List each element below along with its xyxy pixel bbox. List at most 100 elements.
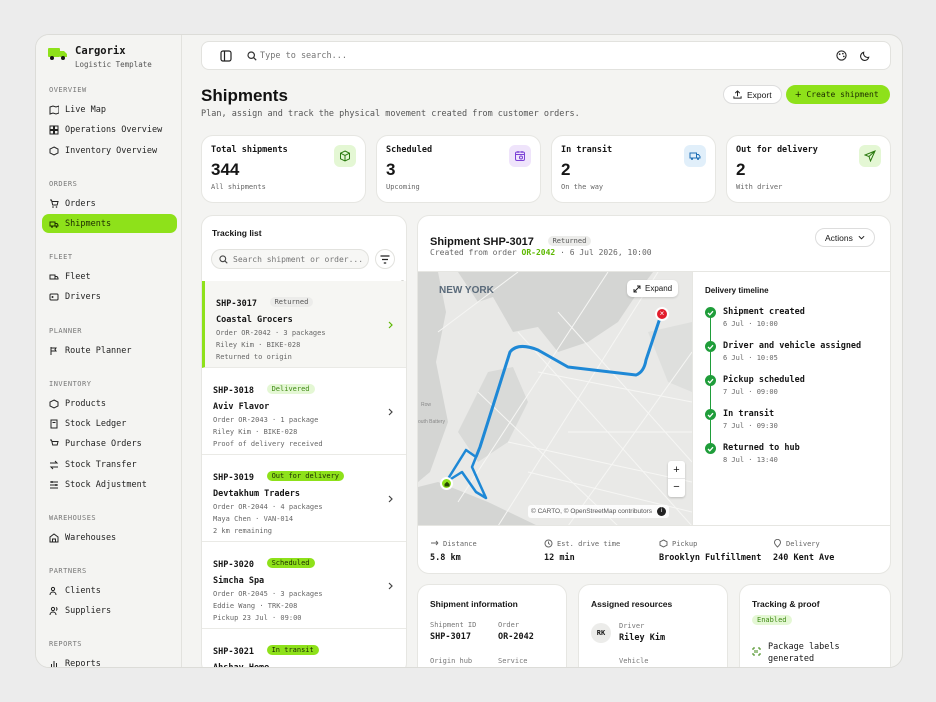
warehouses-icon <box>49 532 59 542</box>
timeline-step-time: 6 Jul · 10:00 <box>723 320 778 328</box>
driver-line: Eddie Wang · TRK-208 <box>213 602 298 610</box>
sidebar-item-inventory-overview[interactable]: Inventory Overview <box>42 141 177 160</box>
sidebar-item-fleet[interactable]: Fleet <box>42 267 177 286</box>
destination-marker-icon[interactable]: × <box>655 307 669 321</box>
metric-label: Est. drive time <box>557 539 621 548</box>
tracking-search-input[interactable] <box>233 253 367 265</box>
sidebar-item-label: Stock Adjustment <box>65 479 147 490</box>
sidebar-item-route-planner[interactable]: Route Planner <box>42 341 177 360</box>
expand-icon <box>633 285 641 292</box>
timeline-step-time: 8 Jul · 13:40 <box>723 456 778 464</box>
stat-card-out-for-delivery[interactable]: Out for delivery 2 With driver <box>726 135 891 203</box>
sidebar-item-stock-adjustment[interactable]: Stock Adjustment <box>42 475 177 494</box>
sidebar-item-live-map[interactable]: Live Map <box>42 100 177 119</box>
reports-icon <box>50 660 58 667</box>
sidebar-item-orders[interactable]: Orders <box>42 194 177 213</box>
sidebar-toggle-icon[interactable] <box>220 50 232 62</box>
theme-toggle-icon[interactable] <box>860 50 871 61</box>
route-map[interactable]: NEW YORK Row outh Battery Expand × + − ©… <box>418 271 692 525</box>
info-title: Shipment information <box>430 599 518 609</box>
sidebar-item-label: Shipments <box>65 218 112 229</box>
stat-label: Scheduled <box>386 145 433 155</box>
tracking-item[interactable]: SHP-3019 Out for delivery Devtakhum Trade… <box>202 455 406 542</box>
detail-status-badge: Returned <box>547 235 592 246</box>
zoom-out-button[interactable]: − <box>673 481 680 493</box>
timeline-title: Delivery timeline <box>705 286 769 295</box>
sidebar-item-label: Inventory Overview <box>65 145 158 156</box>
client-name: Simcha Spa <box>213 576 265 586</box>
nav-section-orders: ORDERS <box>49 180 78 188</box>
client-name: Aviv Flavor <box>213 402 270 412</box>
status-badge: Delivered <box>266 383 315 394</box>
metric-drive-time: Est. drive time 12 min <box>544 539 620 563</box>
proof-title: Tracking & proof <box>752 599 820 609</box>
map-expand-button[interactable]: Expand <box>627 280 679 297</box>
shipment-id-field: Shipment ID SHP-3017 <box>430 621 476 642</box>
metrics-row: Distance 5.8 km Est. drive time 12 min Picku… <box>418 525 890 573</box>
order-link[interactable]: OR-2042 <box>521 248 556 257</box>
shipment-id-value: SHP-3017 <box>430 632 471 642</box>
chevron-right-icon <box>388 582 393 590</box>
sidebar-item-label: Orders <box>65 198 96 209</box>
stat-label: Total shipments <box>211 145 288 155</box>
live-map-icon <box>49 104 59 115</box>
sidebar-item-label: Products <box>65 398 106 409</box>
products-icon <box>49 398 59 409</box>
vehicle-label: Vehicle <box>619 657 649 665</box>
sidebar-item-purchase-orders[interactable]: Purchase Orders <box>42 434 177 453</box>
sidebar-item-operations-overview[interactable]: Operations Overview <box>42 120 177 139</box>
origin-home-marker-icon[interactable] <box>440 477 453 490</box>
sidebar-item-stock-ledger[interactable]: Stock Ledger <box>42 414 177 433</box>
timeline-step-time: 7 Jul · 09:30 <box>723 422 778 430</box>
clock-icon <box>544 539 553 548</box>
stock-transfer-icon <box>49 460 59 469</box>
actions-dropdown[interactable]: Actions <box>815 228 875 247</box>
check-icon <box>705 341 716 352</box>
sidebar-item-warehouses[interactable]: Warehouses <box>42 528 177 547</box>
tracking-list-title: Tracking list <box>212 228 262 238</box>
box-icon <box>334 145 356 167</box>
search-input[interactable] <box>260 48 560 63</box>
nav-section-planner: PLANNER <box>49 327 83 335</box>
brand-name: Cargorix <box>75 45 126 57</box>
sidebar: Cargorix Logistic Template OVERVIEW Live … <box>36 35 182 667</box>
fleet-icon <box>49 274 59 279</box>
zoom-controls: + − <box>668 461 685 497</box>
status-badge: Scheduled <box>266 557 315 568</box>
tracking-item[interactable]: SHP-3018 Delivered Aviv Flavor Order OR-20… <box>202 368 406 455</box>
chevron-right-icon <box>388 495 393 503</box>
sidebar-item-products[interactable]: Products <box>42 394 177 413</box>
stat-card-in-transit[interactable]: In transit 2 On the way <box>551 135 716 203</box>
sidebar-item-shipments[interactable]: Shipments <box>42 214 177 233</box>
stat-card-total-shipments[interactable]: Total shipments 344 All shipments <box>201 135 366 203</box>
map-canvas <box>418 272 692 525</box>
info-icon[interactable]: i <box>656 507 666 516</box>
timeline-step-title: Returned to hub <box>723 443 800 453</box>
sidebar-item-label: Warehouses <box>65 532 117 543</box>
tracking-item[interactable]: SHP-3021 In transit Ahshav Home <box>202 629 406 667</box>
brand[interactable]: Cargorix Logistic Template <box>48 45 152 69</box>
export-button[interactable]: Export <box>723 85 782 104</box>
sidebar-item-suppliers[interactable]: Suppliers <box>42 601 177 620</box>
sidebar-item-stock-transfer[interactable]: Stock Transfer <box>42 455 177 474</box>
timeline-step-title: In transit <box>723 409 775 419</box>
stat-card-scheduled[interactable]: Scheduled 3 Upcoming <box>376 135 541 203</box>
tracking-search[interactable] <box>211 249 369 269</box>
create-shipment-button[interactable]: + Create shipment <box>786 85 890 104</box>
filter-button[interactable] <box>375 249 395 269</box>
stat-value: 344 <box>211 160 240 179</box>
shipment-id: SHP-3019 <box>213 473 254 483</box>
sidebar-item-drivers[interactable]: Drivers <box>42 287 177 306</box>
client-name: Coastal Grocers <box>216 315 293 325</box>
timeline-step-title: Driver and vehicle assigned <box>723 341 862 351</box>
sidebar-item-reports[interactable]: Reports <box>42 654 177 667</box>
export-label: Export <box>747 89 772 100</box>
nav-section-reports: REPORTS <box>49 640 83 648</box>
tracking-item[interactable]: SHP-3017 Returned Coastal Grocers Order OR… <box>202 281 406 368</box>
sidebar-item-clients[interactable]: Clients <box>42 581 177 600</box>
tracking-item[interactable]: SHP-3020 Scheduled Simcha Spa Order OR-204… <box>202 542 406 629</box>
palette-icon[interactable] <box>836 50 847 61</box>
sidebar-item-label: Drivers <box>65 291 101 302</box>
order-field: Order OR-2042 <box>498 621 534 642</box>
zoom-in-button[interactable]: + <box>668 461 685 479</box>
